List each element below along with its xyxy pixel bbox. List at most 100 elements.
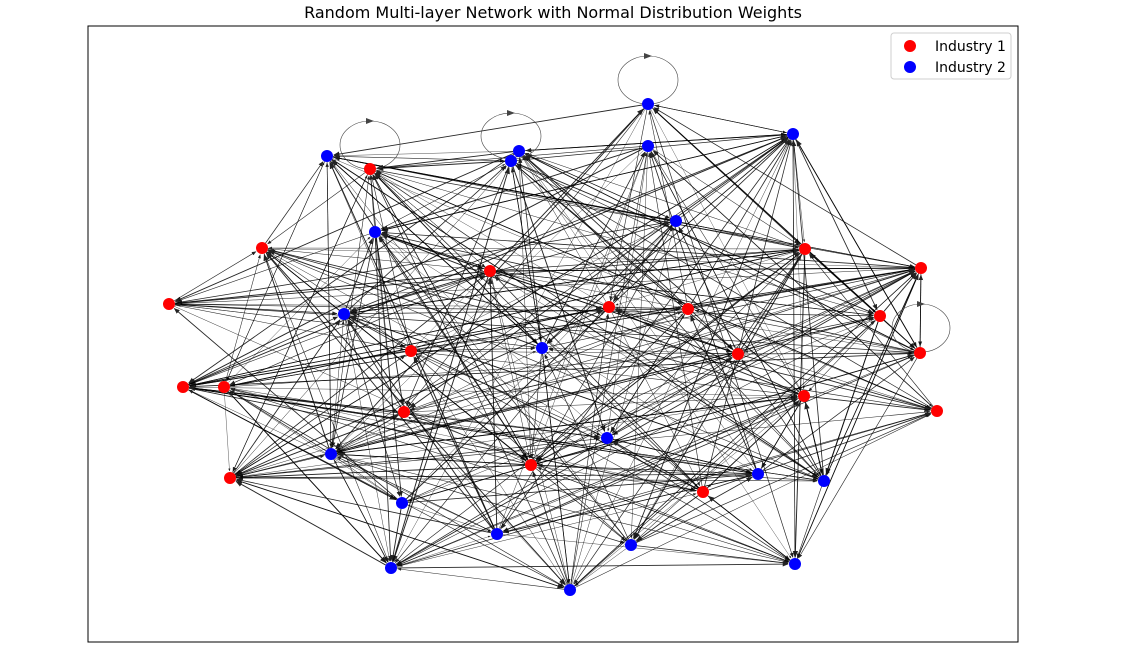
node-industry-2 <box>513 145 525 157</box>
directed-edge <box>376 151 514 171</box>
directed-edge <box>653 107 917 266</box>
directed-edge <box>229 390 327 452</box>
directed-edge <box>536 396 798 464</box>
node-industry-2 <box>642 98 654 110</box>
directed-edge <box>408 416 567 586</box>
directed-edge <box>337 452 526 466</box>
directed-edge <box>407 472 752 503</box>
self-loop-edge <box>339 120 401 170</box>
directed-edge <box>372 174 568 585</box>
directed-edge <box>612 441 791 561</box>
directed-edge <box>650 151 822 476</box>
self-loop-edge <box>617 55 679 105</box>
directed-edge <box>574 320 876 587</box>
directed-edge <box>406 225 672 499</box>
node-industry-2 <box>491 528 503 540</box>
directed-edge <box>502 474 752 533</box>
directed-edge <box>518 157 570 585</box>
directed-edge <box>396 535 491 567</box>
directed-edge <box>395 225 673 563</box>
directed-edge <box>336 350 536 452</box>
directed-edge <box>544 353 629 540</box>
directed-edge <box>537 467 790 563</box>
directed-edge <box>410 412 602 438</box>
directed-edge <box>174 220 670 304</box>
node-industry-2 <box>385 562 397 574</box>
directed-edge <box>336 394 798 454</box>
directed-edge <box>612 441 698 490</box>
directed-edge <box>883 272 917 312</box>
directed-edge <box>680 137 788 218</box>
directed-edge <box>572 140 791 585</box>
node-industry-1 <box>697 486 709 498</box>
directed-edge <box>374 173 699 489</box>
directed-edge <box>224 392 231 472</box>
directed-edge <box>415 355 627 542</box>
directed-edge <box>397 412 932 567</box>
directed-edge <box>791 140 824 476</box>
directed-edge <box>522 155 792 559</box>
directed-edge <box>809 396 931 413</box>
directed-edge <box>229 389 565 587</box>
directed-edge <box>380 164 506 230</box>
directed-edge <box>332 159 820 478</box>
directed-edge <box>369 175 375 227</box>
directed-edge <box>635 320 876 542</box>
node-industry-2 <box>670 215 682 227</box>
directed-edge <box>234 275 485 475</box>
directed-edge <box>392 167 510 563</box>
directed-edge <box>630 151 648 539</box>
directed-edge <box>614 306 682 312</box>
directed-edge <box>649 152 757 469</box>
legend-box <box>890 32 1012 80</box>
directed-edge <box>536 270 916 463</box>
node-industry-2 <box>818 475 830 487</box>
directed-edge <box>267 248 484 272</box>
node-industry-1 <box>798 390 810 402</box>
node-industry-2 <box>505 155 517 167</box>
directed-edge <box>502 534 789 565</box>
directed-edge <box>268 246 800 250</box>
directed-edge <box>235 454 325 477</box>
directed-edge <box>496 267 916 274</box>
directed-edge <box>500 138 790 529</box>
directed-edge <box>396 355 914 566</box>
node-industry-2 <box>601 432 613 444</box>
directed-edge <box>408 108 645 407</box>
directed-edge <box>636 495 699 542</box>
directed-edge <box>704 140 793 487</box>
node-industry-1 <box>799 243 811 255</box>
directed-edge <box>228 236 371 383</box>
legend-marker-industry-1 <box>904 40 916 52</box>
directed-edge <box>336 355 732 453</box>
directed-edge <box>407 270 916 501</box>
directed-edge <box>798 358 918 559</box>
directed-edge <box>230 388 790 563</box>
directed-edge <box>760 401 801 469</box>
directed-edge <box>235 309 604 476</box>
directed-edge <box>397 567 565 590</box>
node-industry-2 <box>396 497 408 509</box>
directed-edge <box>525 153 671 219</box>
directed-edge <box>706 400 800 489</box>
directed-edge <box>570 313 610 585</box>
directed-edge <box>395 253 800 565</box>
directed-edge <box>232 175 368 473</box>
directed-edge <box>795 139 878 311</box>
node-industry-1 <box>405 345 417 357</box>
directed-edge <box>524 153 915 351</box>
edges-layer <box>173 104 934 590</box>
directed-edge <box>634 253 803 540</box>
directed-edge <box>174 303 874 318</box>
directed-edge <box>410 269 916 411</box>
directed-edge <box>648 152 703 487</box>
directed-edge <box>495 274 820 478</box>
node-industry-1 <box>914 347 926 359</box>
node-industry-2 <box>787 128 799 140</box>
directed-edge <box>349 315 819 480</box>
directed-edge <box>331 320 345 449</box>
directed-edge <box>267 250 818 479</box>
directed-edge <box>349 316 406 348</box>
directed-edge <box>406 166 509 407</box>
directed-edge <box>510 167 542 343</box>
